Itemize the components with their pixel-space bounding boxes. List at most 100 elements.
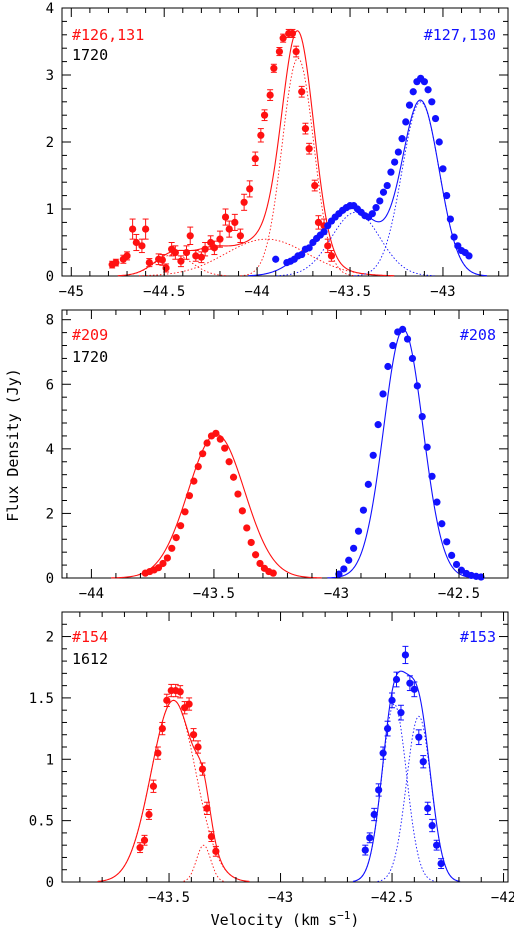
panel-top: −45 −44.5 −44 −43.5 −43 0 1 2 3 4 #126,131 1720 #… (46, 1, 509, 300)
data-point-red (189, 731, 198, 739)
axes-ticks: −43.5 −43 −42.5 −42 0 0.5 1 1.5 2 (29, 611, 514, 906)
data-point-red (221, 444, 229, 452)
x-tick-label: −43 (268, 890, 293, 906)
data-point-red (162, 264, 170, 272)
label-left-top: #209 (72, 326, 108, 344)
data-point-red (132, 238, 140, 247)
fit-component-red (97, 699, 250, 882)
data-point-blue (431, 114, 440, 123)
data-point-red (256, 559, 264, 568)
data-point-red (192, 252, 200, 260)
x-tick-label: −43 (324, 586, 349, 602)
data-point-red (238, 507, 246, 515)
x-tick-label: −44.5 (143, 284, 185, 300)
data-point-red (197, 253, 205, 261)
data-point-blue (350, 544, 358, 552)
data-point-blue (423, 443, 431, 451)
data-point-blue (375, 786, 383, 794)
data-point-red (171, 248, 179, 257)
data-point-red (324, 242, 332, 250)
label-right-top: #208 (460, 326, 496, 344)
data-point-blue (415, 733, 423, 741)
fit-component-blue (354, 101, 487, 277)
data-point-blue (410, 685, 418, 693)
data-point-blue (389, 341, 397, 350)
data-point-blue (428, 821, 436, 830)
data-point-blue (446, 215, 454, 223)
data-point-blue (388, 696, 396, 704)
data-point-red (207, 832, 216, 841)
x-axis-label-close: ) (350, 911, 359, 929)
data-point-blue (403, 335, 412, 343)
data-point-red (216, 235, 224, 243)
data-point-blue (361, 846, 369, 854)
data-point-red (136, 844, 144, 852)
panel-middle: −44 −43.5 −43 −42.5 0 2 4 6 8 #209 1720 #208 (46, 309, 509, 602)
data-point-blue (364, 480, 372, 488)
x-tick-label: −44 (79, 586, 104, 602)
data-point-red (275, 47, 284, 56)
data-point-red (270, 64, 278, 72)
data-point-blue (366, 834, 374, 842)
data-point-blue (369, 451, 377, 459)
data-point-blue (408, 354, 417, 363)
y-tick-label: 4 (46, 442, 54, 458)
axes-ticks: −45 −44.5 −44 −43.5 −43 0 1 2 3 4 (46, 1, 508, 300)
data-point-red (327, 252, 336, 260)
y-tick-label: 0.5 (29, 814, 54, 830)
fit-component-red (240, 57, 356, 277)
data-point-red (251, 155, 259, 163)
data-point-red (159, 559, 167, 568)
y-tick-label: 1 (46, 202, 54, 218)
label-left-bottom: 1720 (72, 348, 108, 366)
fit-component-blue (377, 715, 461, 882)
data-point-red (247, 538, 255, 547)
data-point-red (177, 257, 185, 265)
y-tick-label: 0 (46, 875, 54, 891)
data-point-blue (374, 421, 382, 429)
data-point-blue (435, 138, 443, 146)
data-point-blue (418, 412, 426, 421)
data-point-blue (450, 233, 458, 241)
data-point-red (181, 508, 189, 516)
data-point-blue (402, 118, 410, 126)
data-point-blue (448, 551, 456, 559)
label-right-top: #127,130 (424, 26, 496, 44)
data-point-blue (420, 78, 428, 86)
data-point-blue (477, 573, 485, 581)
plot-frame (61, 309, 509, 579)
data-point-blue (391, 158, 399, 166)
plot-frame (61, 611, 509, 883)
x-axis-label: Velocity (km s−1) (211, 909, 360, 929)
data-point-blue (370, 810, 378, 819)
y-tick-label: 2 (46, 506, 54, 522)
y-tick-label: 0 (46, 269, 54, 285)
data-point-red (145, 259, 153, 267)
data-point-blue (424, 804, 432, 812)
data-point-blue (438, 520, 446, 528)
data-point-blue (397, 709, 405, 717)
data-point-red (257, 131, 265, 139)
data-point-blue (399, 325, 407, 333)
fit-total-red (111, 433, 322, 579)
x-tick-label: −43.5 (193, 586, 235, 602)
fit-total-blue (327, 328, 480, 579)
data-point-red (176, 688, 184, 696)
data-point-red (225, 458, 233, 466)
data-point-red (269, 569, 277, 577)
label-right-top: #153 (460, 628, 496, 646)
data-point-blue (419, 758, 427, 766)
data-point-red (194, 463, 202, 471)
data-point-blue (398, 135, 406, 143)
data-point-blue (383, 181, 391, 190)
data-point-red (112, 259, 120, 267)
data-point-blue (437, 859, 445, 868)
x-tick-label: −43 (430, 284, 455, 300)
fit-component-blue (352, 703, 436, 882)
data-point-red (234, 490, 242, 498)
data-point-red (149, 782, 158, 790)
data-point-blue (433, 498, 441, 506)
data-point-blue (359, 506, 368, 514)
data-point-blue (406, 679, 414, 687)
data-point-blue (320, 228, 328, 236)
